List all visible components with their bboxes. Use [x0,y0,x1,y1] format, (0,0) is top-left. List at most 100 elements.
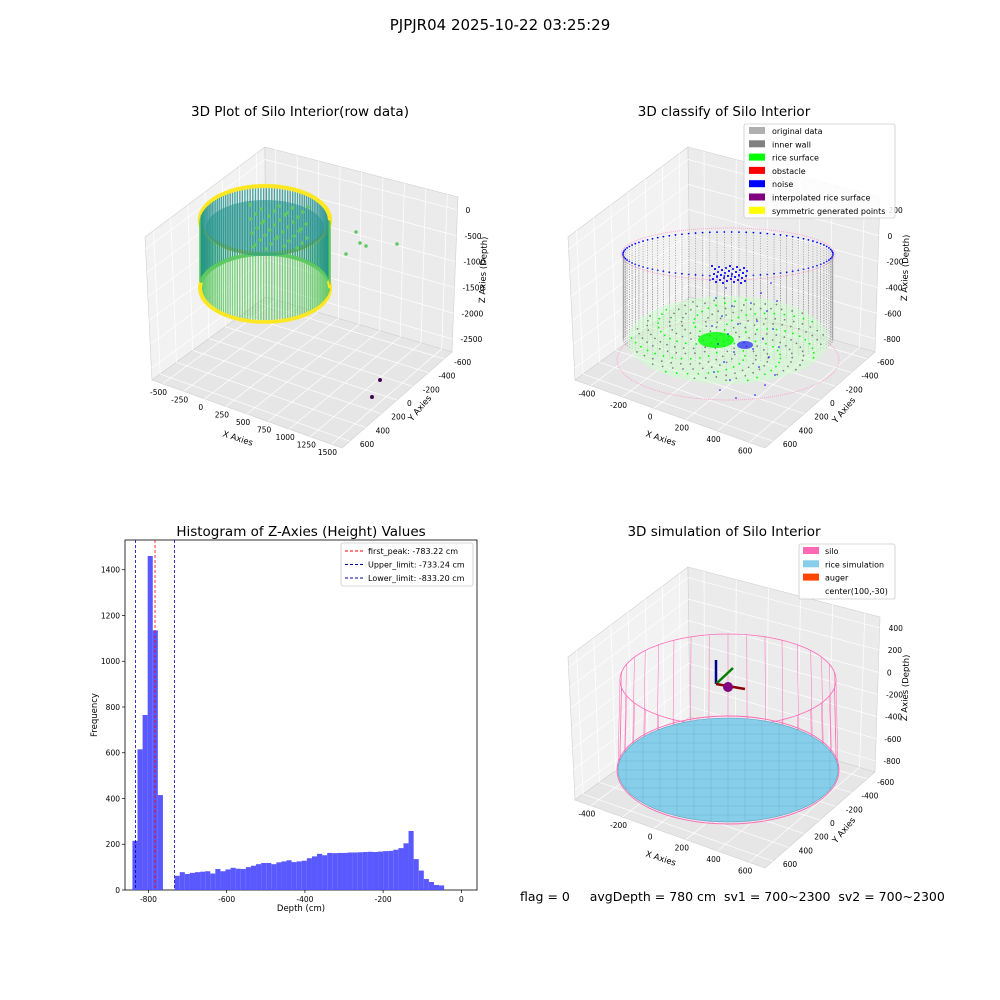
x-tick-label: 400 [706,855,721,864]
legend-label: obstacle [772,167,806,176]
histogram-bar [250,865,257,890]
x-tick-label: -600 [218,895,235,904]
z-tick-label: -2500 [461,335,483,344]
simulation-x-axis-label: X Axies [644,849,677,868]
simulation-legend: silo rice simulation auger center(100,-30) [798,543,896,600]
x-tick-label: 0 [648,832,653,841]
y-tick-label: -200 [846,805,863,814]
histogram-bar [179,872,185,890]
x-tick-label: 250 [215,410,230,419]
y-tick-label: -600 [877,778,894,787]
legend-label: noise [772,180,793,189]
y-tick-label: 200 [814,413,829,422]
histogram-bar [362,852,368,890]
classify-x-tick-labels: -400 -200 0 200 400 600 [578,390,752,456]
z-tick-label: 200 [888,646,903,655]
histogram-bar [256,864,262,890]
x-tick-label: 0 [459,895,464,904]
y-tick-label: 1400 [101,566,120,575]
histogram-bar [225,869,231,890]
histogram-bar [337,852,343,890]
histogram-bar [332,853,338,890]
raw-z-tick-labels: 0 -500 -1000 -1500 -2000 -2500 [461,206,486,344]
raw-x-axis-label: X Axies [221,429,254,448]
x-tick-label: 1500 [318,448,337,457]
histogram-bar [367,851,373,890]
z-tick-label: -600 [885,309,902,318]
simulation-scene [616,633,840,825]
histogram-bar [418,870,424,890]
legend-label: rice simulation [825,560,884,569]
classify-chart-title: 3D classify of Silo Interior [638,104,811,120]
y-tick-label: -200 [846,385,863,394]
y-tick-label: -400 [438,372,455,381]
simulation-z-tick-labels: 400 200 0 -200 -400 -600 -800 [883,624,903,766]
histogram-bar [327,852,333,890]
y-tick-label: 800 [106,703,121,712]
y-tick-label: 0 [407,399,412,408]
simulation-chart-title: 3D simulation of Silo Interior [627,524,821,540]
histogram-x-axis-label: Depth (cm) [277,904,325,914]
figure-suptitle: PJPJR04 2025-10-22 03:25:29 [389,16,611,34]
histogram-legend: first_peak: -783.22 cm Upper_limit: -733.… [340,542,474,587]
histogram-bar [174,875,180,890]
z-tick-label: -600 [884,735,901,744]
y-tick-label: 1200 [101,611,120,620]
histogram-bar [393,849,399,890]
x-tick-label: 1250 [297,441,316,450]
simulation-z-axis-label: Z Axies (Depth) [900,654,912,721]
legend-swatch [749,166,765,174]
raw-chart-title: 3D Plot of Silo Interior(row data) [191,104,409,120]
x-tick-label: 600 [738,446,753,455]
histogram-bar [428,881,434,890]
legend-swatch [749,153,765,161]
y-tick-label: 0 [830,399,835,408]
histogram-bar [266,863,272,890]
z-tick-label: -800 [884,335,901,344]
x-tick-label: -200 [610,401,627,410]
x-tick-label: -800 [140,895,157,904]
histogram-y-axis-label: Frequency [90,693,100,737]
histogram-bar [317,853,323,890]
histogram-bar [205,871,211,890]
x-tick-label: -400 [578,390,595,399]
x-tick-label: 0 [198,403,203,412]
histogram-bar [383,851,389,890]
histogram-bar [306,858,312,890]
histogram-bar [200,871,206,890]
y-tick-label: 400 [376,426,391,435]
status-footer-text: flag = 0 avgDepth = 780 cm sv1 = 700~230… [520,889,945,904]
histogram-plot-area [124,539,478,891]
histogram-bar [398,848,404,890]
histogram-bar [220,871,226,890]
y-tick-label: -400 [861,792,878,801]
legend-label: Upper_limit: -733.24 cm [368,561,465,570]
x-tick-label: 750 [257,426,272,435]
legend-swatch [803,560,819,568]
histogram-bar [322,855,328,890]
classify-legend: original data inner wall rice surface obsta… [743,123,896,219]
histogram-bar [388,850,394,890]
legend-swatch [803,573,819,581]
y-tick-label: 200 [814,833,829,842]
histogram-bar [372,852,379,890]
z-tick-label: -200 [887,258,904,267]
classify-3d-panel: 3D classify of Silo Interior -400-200020… [567,104,912,456]
x-tick-label: -200 [610,821,627,830]
z-tick-label: 200 [889,206,904,215]
y-tick-label: 1000 [101,657,120,666]
histogram-bar [184,873,190,890]
z-tick-label: 0 [887,668,892,677]
classify-z-tick-labels: 200 0 -200 -400 -600 -800 [884,206,904,344]
z-tick-label: 0 [888,232,893,241]
raw-z-axis-label: Z Axies (Depth) [478,236,490,303]
legend-label: rice surface [772,154,819,163]
x-tick-label: 500 [236,418,251,427]
y-tick-label: 600 [106,749,121,758]
raw-y-axis-label: Y Axies [406,393,434,424]
classify-x-axis-label: X Axies [644,429,677,448]
histogram-bar [347,852,353,890]
z-tick-label: -800 [883,757,900,766]
